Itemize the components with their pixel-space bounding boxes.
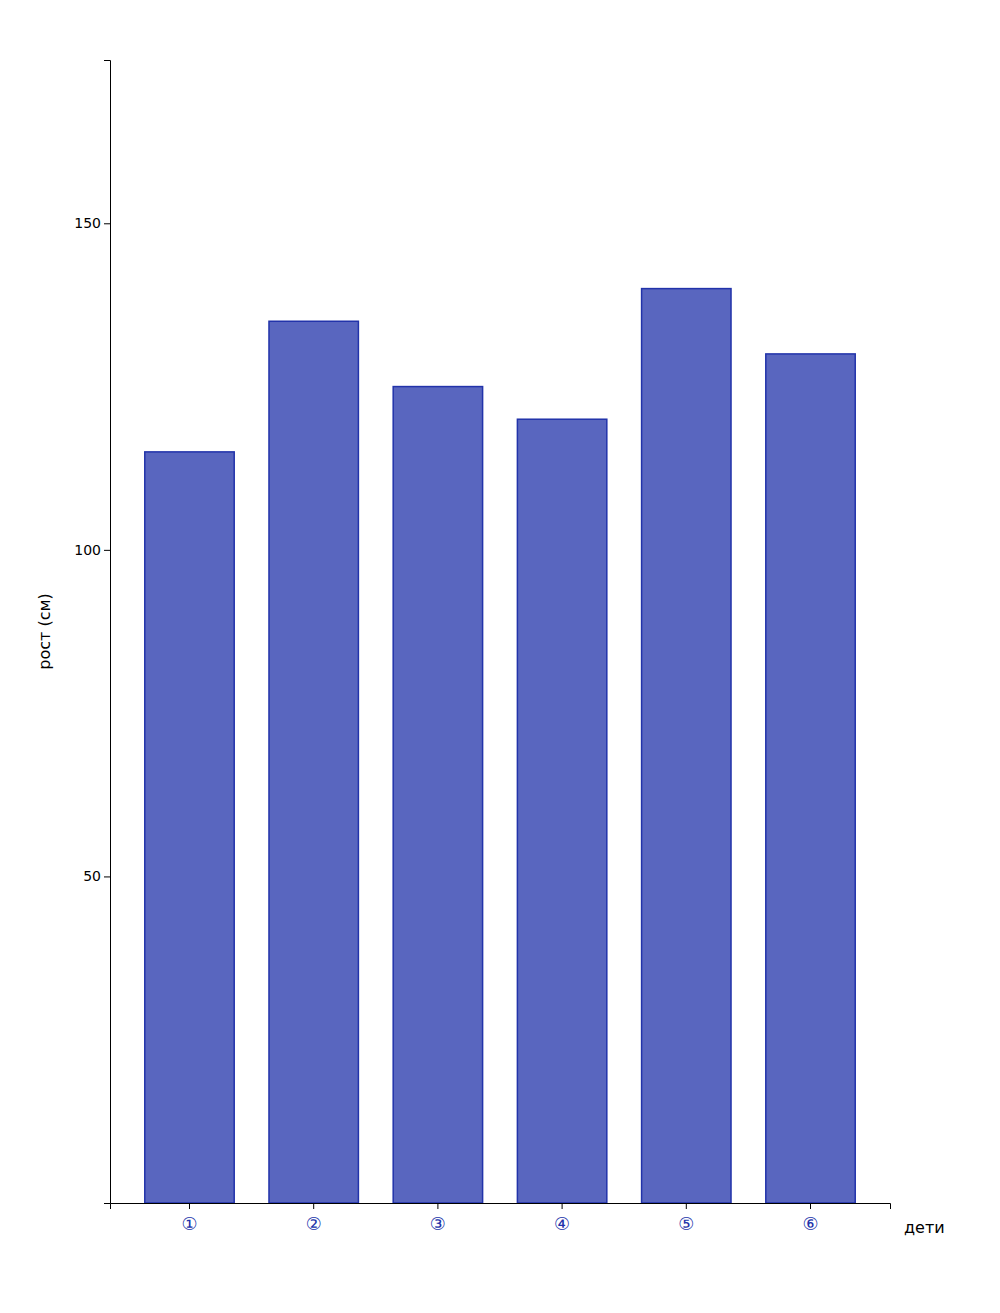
tick: ④ xyxy=(554,1203,570,1234)
bar xyxy=(517,419,606,1203)
tick-mark xyxy=(104,876,110,877)
tick-mark xyxy=(562,1203,563,1209)
x-axis-title: дети xyxy=(904,1218,945,1237)
bar xyxy=(642,289,731,1203)
bar xyxy=(145,452,234,1203)
tick: ③ xyxy=(430,1203,446,1234)
y-axis-title: рост (см) xyxy=(35,593,54,670)
axis-line xyxy=(104,61,111,1204)
tick: 150 xyxy=(74,215,110,231)
tick: 50 xyxy=(83,868,110,884)
x-axis: ① ② ③ ④ ⑤ ⑥ xyxy=(111,1203,891,1234)
tick-mark xyxy=(104,550,110,551)
y-axis: 50 100 150 xyxy=(74,61,110,1204)
axis-line xyxy=(111,1204,891,1210)
bar xyxy=(766,354,855,1203)
tick-label: 50 xyxy=(83,868,101,884)
tick: ② xyxy=(306,1203,322,1234)
tick: ⑥ xyxy=(802,1203,818,1234)
plot: 50 100 150 ① ② ③ ④ ⑤ ⑥ xyxy=(74,61,890,1235)
chart-container: 50 100 150 ① ② ③ ④ ⑤ ⑥ рост (см) дети xyxy=(0,0,1000,1313)
tick-label: ① xyxy=(181,1213,197,1234)
bar xyxy=(393,387,482,1203)
tick-mark xyxy=(686,1203,687,1209)
tick-mark xyxy=(189,1203,190,1209)
tick-label: 150 xyxy=(74,215,101,231)
tick: ① xyxy=(181,1203,197,1234)
bars xyxy=(145,289,855,1203)
tick-mark xyxy=(104,223,110,224)
tick: 100 xyxy=(74,542,110,558)
tick: ⑤ xyxy=(678,1203,694,1234)
tick-label: 100 xyxy=(74,542,101,558)
tick-label: ⑤ xyxy=(678,1213,694,1234)
tick-label: ④ xyxy=(554,1213,570,1234)
tick-mark xyxy=(437,1203,438,1209)
tick-mark xyxy=(810,1203,811,1209)
tick-label: ⑥ xyxy=(802,1213,818,1234)
tick-mark xyxy=(313,1203,314,1209)
chart-svg: 50 100 150 ① ② ③ ④ ⑤ ⑥ рост (см) дети xyxy=(0,0,1000,1313)
bar xyxy=(269,321,358,1203)
tick-label: ③ xyxy=(430,1213,446,1234)
tick-label: ② xyxy=(306,1213,322,1234)
